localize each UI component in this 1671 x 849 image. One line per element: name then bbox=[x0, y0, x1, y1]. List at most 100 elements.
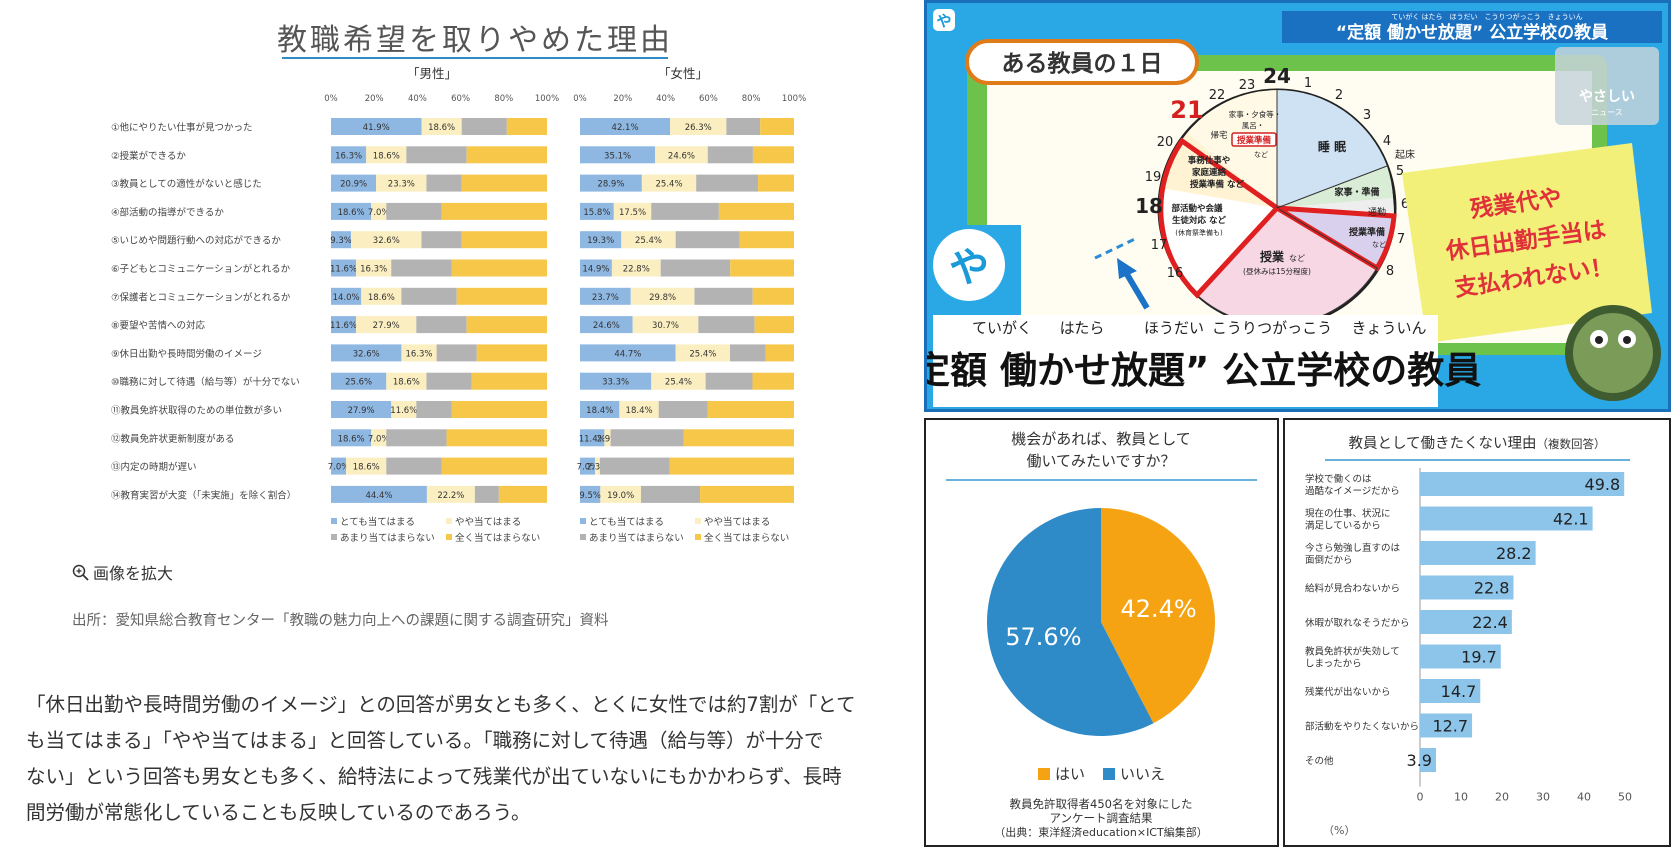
legend-swatch bbox=[695, 518, 701, 524]
bar-segment bbox=[356, 316, 417, 334]
bar-segment bbox=[600, 485, 641, 503]
bar-segment bbox=[640, 485, 701, 503]
zoom-link[interactable]: 画像を拡大 bbox=[72, 560, 173, 584]
bar-segment bbox=[718, 202, 794, 220]
category-label: 休暇が取れなそうだから bbox=[1305, 617, 1410, 629]
category-label: ⑭教育実習が大変（「未実施」を除く割合） bbox=[111, 489, 296, 501]
legend-swatch bbox=[580, 534, 586, 540]
data-label: 16.3% bbox=[360, 265, 387, 275]
clock-class-small: など bbox=[1289, 254, 1305, 263]
bar-segment bbox=[401, 344, 437, 362]
bar-segment bbox=[331, 372, 387, 390]
bar bbox=[1420, 748, 1436, 772]
bar-segment bbox=[604, 429, 611, 447]
bar-segment bbox=[331, 259, 357, 277]
clock-club-2: 生徒対応 など bbox=[1172, 215, 1226, 226]
legend-entry: あまり当てはまらない bbox=[589, 532, 684, 544]
data-label: 18.6% bbox=[338, 434, 365, 444]
category-label: 面倒だから bbox=[1305, 554, 1353, 566]
bar-segment bbox=[658, 401, 708, 418]
article-panel: 教職希望を取りやめた理由 「男性」 「女性」 ①他にやりたい仕事が見つかった ②授… bbox=[26, 23, 856, 824]
clock-home: 帰宅 bbox=[1210, 130, 1227, 141]
bar-segment bbox=[331, 485, 427, 503]
data-label: 33.3% bbox=[602, 378, 629, 388]
data-label: 24.6% bbox=[668, 151, 695, 161]
data-label: 25.4% bbox=[656, 180, 683, 190]
clock-num-23: 23 bbox=[1239, 78, 1256, 93]
clock-evening-4: など bbox=[1254, 151, 1268, 159]
tv-news-screenshot: ていがく はたら ほうだい こうりつがっこう きょういん “定額 働かせ放題” … bbox=[889, 0, 1671, 412]
data-label: 25.4% bbox=[689, 349, 716, 359]
main-title: “定額 働かせ放題” 公立学校の教員 bbox=[927, 349, 1481, 392]
bar-segment bbox=[651, 202, 719, 220]
bar-segment bbox=[669, 457, 794, 475]
clock-class-note: (昼休みは15分程度) bbox=[1243, 266, 1311, 276]
bar-segment bbox=[441, 202, 547, 220]
bar-segment bbox=[675, 344, 731, 362]
category-label: ⑦保護者とコミュニケーションがとれるか bbox=[111, 291, 291, 303]
bar-segment bbox=[670, 118, 727, 135]
bar-segment bbox=[474, 485, 499, 503]
category-label: ④部活動の指導ができるか bbox=[111, 206, 224, 218]
clock-num-2: 2 bbox=[1335, 88, 1343, 103]
clock-class: 授業 bbox=[1260, 249, 1285, 264]
category-label: ⑨休日出勤や長時間労働のイメージ bbox=[111, 348, 262, 360]
bar-segment bbox=[426, 485, 475, 503]
bar-segment bbox=[331, 287, 362, 305]
legend-no: いいえ bbox=[1120, 765, 1165, 783]
bar-chart-panel: 教員として働きたくない理由（複数回答） 0 10 20 30 40 50 49.8 学校で働く… bbox=[1283, 418, 1671, 847]
bar-segment bbox=[758, 174, 794, 192]
data-label: 24.6% bbox=[593, 321, 620, 331]
bar-segment bbox=[700, 485, 794, 503]
legend-entry: とても当てはまる bbox=[340, 516, 415, 528]
source-note: 出所：愛知県総合教育センター「教職の魅力向上への課題に関する調査研究」資料 bbox=[72, 613, 609, 629]
bar-segment bbox=[641, 174, 697, 192]
ya-logo-mark: や bbox=[949, 245, 989, 291]
data-label: 18.6% bbox=[428, 123, 455, 133]
x-tick-label: 80% bbox=[742, 94, 761, 104]
bar-segment bbox=[361, 287, 402, 305]
bar-segment bbox=[386, 457, 442, 475]
pie-value-label: 57.6% bbox=[1005, 623, 1081, 651]
bar-segment bbox=[451, 401, 547, 418]
bar-segment bbox=[401, 287, 457, 305]
category-label: 過酷なイメージだから bbox=[1305, 485, 1400, 497]
bar-segment bbox=[580, 202, 614, 220]
female-label: 「女性」 bbox=[658, 66, 708, 81]
bar-value-label: 14.7 bbox=[1441, 682, 1477, 701]
zoom-icon bbox=[72, 564, 89, 581]
data-label: 11.6% bbox=[330, 265, 357, 275]
clock-num-24: 24 bbox=[1263, 64, 1291, 88]
bar-value-label: 22.4 bbox=[1472, 613, 1508, 632]
bar-segment bbox=[580, 146, 656, 164]
data-label: 19.3% bbox=[587, 236, 614, 246]
data-label: 32.6% bbox=[373, 236, 400, 246]
clock-evening-2: 風呂・ bbox=[1242, 121, 1265, 130]
clock-num-4: 4 bbox=[1383, 134, 1391, 149]
bar-segment bbox=[730, 344, 766, 362]
bar-segment bbox=[366, 146, 407, 164]
bar-segment bbox=[451, 259, 547, 277]
data-label: 32.6% bbox=[353, 349, 380, 359]
category-label: 満足しているから bbox=[1305, 521, 1381, 532]
clock-chart bbox=[1157, 88, 1397, 328]
data-label: 41.9% bbox=[363, 123, 390, 133]
data-label: 30.7% bbox=[652, 321, 679, 331]
bar-segment bbox=[331, 457, 347, 475]
clock-num-19: 19 bbox=[1145, 170, 1162, 185]
bar-segment bbox=[331, 146, 367, 164]
bar-segment bbox=[580, 316, 633, 334]
data-label: 22.2% bbox=[437, 491, 464, 501]
data-label: 23.3% bbox=[388, 180, 415, 190]
clock-num-20: 20 bbox=[1157, 135, 1174, 150]
bar-segment bbox=[356, 259, 392, 277]
bar-segment bbox=[371, 202, 387, 220]
bar bbox=[1420, 472, 1625, 496]
bar-segment bbox=[675, 231, 740, 249]
data-label: 14.0% bbox=[333, 293, 360, 303]
category-label: ⑬内定の時期が遅い bbox=[111, 461, 197, 473]
bar-segment bbox=[441, 457, 547, 475]
bar-segment bbox=[726, 118, 761, 135]
paragraph-line-3: ない」という回答も男女とも多く、給特法によって残業代が出ていないにもかかわらず、… bbox=[26, 765, 842, 788]
zoom-link-label: 画像を拡大 bbox=[93, 564, 174, 583]
